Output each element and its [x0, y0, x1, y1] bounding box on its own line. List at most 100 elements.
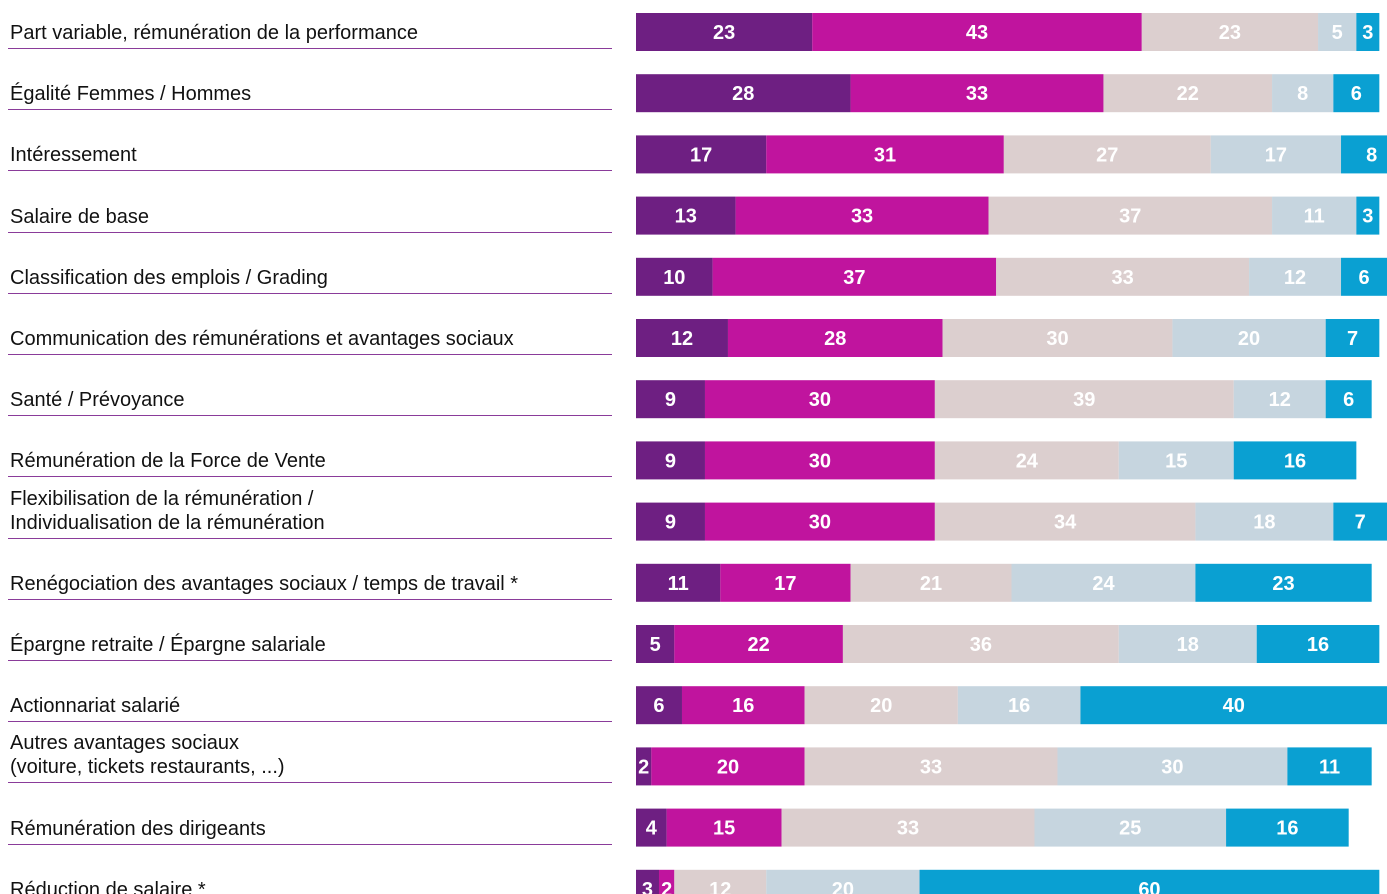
bar-segment [766, 135, 1004, 174]
value-label: 40 [1223, 695, 1245, 717]
category-label: Autres avantages sociaux (voiture, ticke… [10, 732, 285, 779]
value-label: 20 [717, 756, 739, 778]
bar-segment [735, 196, 989, 235]
bar-segment [934, 502, 1196, 541]
category-label: Actionnariat salarié [10, 695, 181, 718]
value-label: 11 [1304, 206, 1325, 228]
value-label: 30 [809, 389, 831, 411]
bar-segment [1226, 808, 1349, 847]
value-label: 8 [1366, 144, 1377, 166]
value-label: 33 [1111, 267, 1133, 289]
bar-segment [720, 563, 851, 602]
bar-segment [1034, 808, 1227, 847]
value-label: 60 [1138, 879, 1160, 894]
bar-segment [1080, 686, 1387, 725]
value-label: 36 [970, 634, 992, 656]
row-rule [8, 292, 612, 294]
bar-segment [1195, 563, 1372, 602]
row-rule [8, 170, 612, 172]
value-label: 10 [663, 267, 685, 289]
category-label: Santé / Prévoyance [10, 389, 185, 412]
value-label: 17 [1265, 144, 1287, 166]
value-label: 12 [709, 879, 731, 894]
value-label: 22 [1177, 83, 1199, 105]
bar-segment [957, 686, 1081, 725]
value-label: 17 [690, 144, 712, 166]
bar-segment [636, 502, 705, 541]
bar-segment [636, 13, 813, 51]
category-label: Égalité Femmes / Hommes [10, 83, 252, 106]
bar-segment [636, 135, 767, 174]
bar-segment [850, 74, 1104, 113]
value-label: 13 [675, 206, 697, 228]
row-rule [8, 782, 612, 784]
row-rule [8, 354, 612, 355]
value-label: 31 [874, 144, 896, 166]
category-label: Classification des emplois / Grading [10, 266, 328, 289]
value-label: 7 [1347, 328, 1358, 350]
bar-segment [1011, 563, 1196, 602]
bar-segment [666, 808, 782, 847]
bar-segment [1287, 747, 1372, 786]
value-label: 28 [824, 328, 846, 350]
row-rule [8, 843, 612, 845]
bar-segment [636, 747, 652, 786]
value-label: 16 [1307, 634, 1329, 656]
value-label: 37 [843, 267, 865, 289]
value-label: 37 [1119, 206, 1141, 228]
bar-segment [651, 747, 805, 786]
bar-segment [636, 441, 705, 480]
value-label: 7 [1355, 512, 1366, 534]
category-label: Épargne retraite / Épargne salariale [10, 634, 326, 656]
bar-segment [804, 747, 1058, 786]
category-label: Intéressement [10, 144, 137, 167]
bar-segment [1325, 319, 1380, 357]
value-label: 20 [1238, 328, 1260, 350]
bar-segment [1233, 441, 1357, 480]
value-label: 2 [661, 879, 672, 894]
category-label: Part variable, rémunération de la perfor… [10, 22, 418, 44]
bar-segment [812, 13, 1142, 51]
bar-segment [681, 686, 805, 725]
bar-segment [842, 625, 1119, 663]
row-rule [8, 415, 612, 417]
value-label: 20 [870, 695, 892, 717]
value-label: 12 [1284, 267, 1306, 289]
value-label: 33 [920, 756, 942, 778]
value-label: 27 [1096, 144, 1118, 166]
bar-segment [1356, 13, 1380, 51]
value-label: 30 [809, 512, 831, 534]
value-label: 21 [920, 573, 942, 595]
bar-segment [1057, 747, 1288, 786]
bar-segment [636, 319, 728, 357]
bar-segment [704, 502, 935, 541]
bar-segment [1233, 380, 1326, 419]
value-label: 28 [732, 83, 754, 105]
bar-segment [934, 380, 1234, 419]
value-label: 9 [665, 389, 676, 411]
value-label: 11 [668, 573, 689, 595]
bar-segment [636, 625, 675, 663]
bar-segment [1318, 13, 1357, 51]
value-label: 33 [966, 83, 988, 105]
bar-segment [1118, 441, 1234, 480]
bar-segment [636, 563, 721, 602]
value-label: 3 [1362, 22, 1373, 44]
value-label: 5 [650, 634, 661, 656]
bar-segment [1341, 257, 1387, 296]
value-label: 11 [1319, 756, 1340, 778]
bar-segment [1172, 319, 1326, 357]
value-label: 30 [809, 450, 831, 472]
bar-segment [636, 869, 659, 894]
value-label: 2 [638, 756, 649, 778]
bar-segment [781, 808, 1035, 847]
row-rule [8, 48, 612, 49]
value-label: 4 [646, 818, 658, 840]
value-label: 16 [1276, 818, 1298, 840]
value-label: 24 [1016, 450, 1039, 472]
bar-segment [704, 380, 935, 419]
value-label: 20 [832, 879, 854, 894]
value-label: 18 [1253, 512, 1275, 534]
